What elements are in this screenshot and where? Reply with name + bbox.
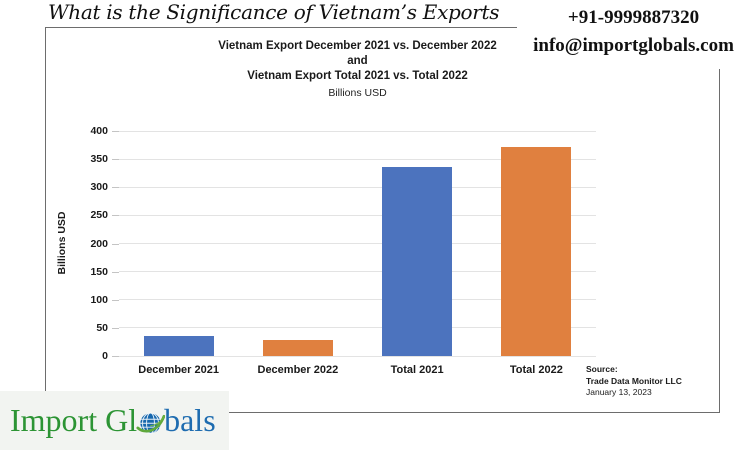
chart-panel: Vietnam Export December 2021 vs. Decembe… [45, 27, 720, 413]
bar-total-2021 [382, 167, 453, 356]
y-tick-mark-100 [112, 299, 119, 301]
chart-subtitle: Billions USD [328, 87, 387, 99]
chart-title-line-1: Vietnam Export December 2021 vs. Decembe… [218, 40, 497, 52]
x-tick-label-total-2022: Total 2022 [509, 364, 563, 376]
gridline-0 [119, 355, 596, 357]
y-tick-label-250: 250 [90, 209, 108, 222]
y-tick-label-300: 300 [90, 181, 108, 194]
source-name: Trade Data Monitor LLC [586, 375, 682, 386]
y-tick-mark-250 [112, 215, 119, 217]
gridline-100 [119, 299, 596, 301]
gridline-150 [119, 271, 596, 273]
globe-icon [136, 408, 166, 437]
gridline-200 [119, 243, 596, 244]
source-note: Source: Trade Data Monitor LLC January 1… [586, 364, 716, 399]
y-tick-mark-300 [112, 187, 119, 189]
y-tick-label-200: 200 [90, 237, 108, 250]
chart-title-line-3: Vietnam Export Total 2021 vs. Total 2022 [247, 70, 468, 82]
gridline-300 [119, 186, 596, 188]
logo-text-import: Import Gl [10, 402, 138, 438]
plot-area [119, 130, 596, 357]
source-date: January 13, 2023 [586, 387, 652, 397]
y-tick-label-0: 0 [102, 350, 108, 362]
chart-title: Vietnam Export December 2021 vs. Decembe… [119, 39, 596, 100]
gridline-50 [119, 327, 596, 329]
bar-december-2022 [262, 339, 333, 356]
x-tick-label-december-2021: December 2021 [138, 364, 219, 376]
y-tick-mark-200 [112, 243, 119, 245]
y-tick-mark-150 [112, 271, 119, 273]
y-tick-label-350: 350 [90, 153, 108, 166]
gridline-350 [119, 158, 596, 160]
y-tick-mark-0 [112, 356, 119, 357]
y-tick-mark-400 [112, 131, 119, 132]
phone-number: +91-9999887320 [567, 7, 700, 28]
x-tick-label-total-2021: Total 2021 [390, 364, 444, 376]
x-axis: December 2021 December 2022 Total 2021 Tota… [119, 364, 596, 380]
bar-december-2021 [143, 336, 214, 356]
y-tick-label-150: 150 [90, 265, 108, 278]
page-title: What is the Significance of Vietnam’s Ex… [48, 0, 500, 24]
y-tick-mark-50 [112, 327, 119, 329]
logo-text-bals: bals [164, 402, 216, 438]
x-tick-label-december-2022: December 2022 [257, 364, 339, 376]
source-label: Source: [586, 364, 618, 374]
gridline-250 [119, 214, 596, 216]
y-axis: 0 50 100 150 200 250 300 350 400 [46, 125, 119, 362]
email-address: info@importglobals.com [533, 35, 734, 56]
gridline-400 [119, 130, 596, 132]
y-tick-label-400: 400 [90, 125, 108, 137]
chart-title-line-2: and [347, 55, 368, 67]
y-tick-mark-350 [112, 159, 119, 161]
logo: Import Gl bals [0, 391, 229, 450]
y-tick-label-50: 50 [96, 321, 108, 334]
bar-total-2022 [501, 147, 572, 356]
y-tick-label-100: 100 [90, 293, 108, 306]
contact-info: +91-9999887320 info@importglobals.com [517, 0, 750, 69]
